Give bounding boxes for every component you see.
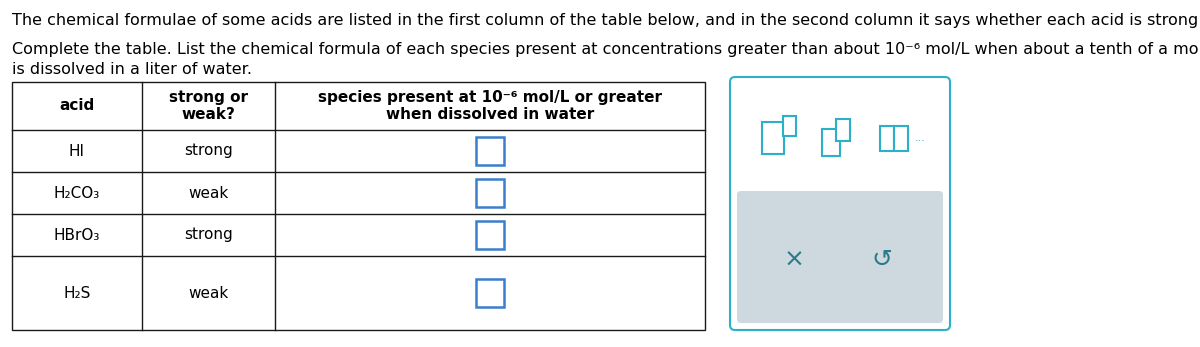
Bar bbox=[476, 137, 504, 165]
Text: H₂S: H₂S bbox=[64, 286, 91, 301]
Text: HBrO₃: HBrO₃ bbox=[54, 228, 100, 243]
Bar bbox=[880, 126, 894, 151]
Text: HI: HI bbox=[70, 144, 85, 159]
FancyBboxPatch shape bbox=[737, 191, 943, 323]
Text: weak: weak bbox=[188, 286, 229, 301]
Text: H₂CO₃: H₂CO₃ bbox=[54, 186, 100, 201]
Text: ↺: ↺ bbox=[871, 248, 893, 272]
Text: The chemical formulae of some acids are listed in the first column of the table : The chemical formulae of some acids are … bbox=[12, 13, 1200, 28]
Bar bbox=[476, 279, 504, 307]
Text: ×: × bbox=[784, 248, 804, 272]
Bar bbox=[762, 122, 784, 154]
Bar bbox=[836, 119, 850, 142]
Bar bbox=[784, 117, 797, 136]
Text: strong: strong bbox=[184, 144, 233, 159]
Bar bbox=[476, 179, 504, 207]
Bar bbox=[894, 126, 907, 151]
Text: strong or
weak?: strong or weak? bbox=[169, 90, 248, 122]
Text: acid: acid bbox=[59, 99, 95, 113]
Text: is dissolved in a liter of water.: is dissolved in a liter of water. bbox=[12, 62, 252, 77]
Bar bbox=[476, 221, 504, 249]
Text: strong: strong bbox=[184, 228, 233, 243]
Bar bbox=[822, 129, 840, 156]
Text: weak: weak bbox=[188, 186, 229, 201]
Text: ...: ... bbox=[914, 134, 925, 144]
FancyBboxPatch shape bbox=[730, 77, 950, 330]
Text: species present at 10⁻⁶ mol/L or greater
when dissolved in water: species present at 10⁻⁶ mol/L or greater… bbox=[318, 90, 662, 122]
Text: Complete the table. List the chemical formula of each species present at concent: Complete the table. List the chemical fo… bbox=[12, 42, 1200, 57]
